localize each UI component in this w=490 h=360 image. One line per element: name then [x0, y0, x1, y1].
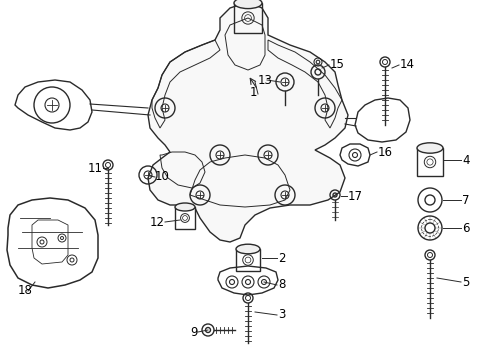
Text: 1: 1	[250, 86, 258, 99]
Bar	[417, 148, 443, 176]
Text: 15: 15	[330, 58, 345, 72]
Text: 5: 5	[462, 275, 469, 288]
Polygon shape	[148, 2, 348, 242]
Text: 11: 11	[88, 162, 103, 175]
Bar	[234, 3, 262, 33]
Text: 6: 6	[462, 221, 469, 234]
Text: 18: 18	[18, 284, 33, 297]
Text: 10: 10	[155, 170, 170, 183]
Text: 2: 2	[278, 252, 286, 265]
Ellipse shape	[417, 143, 443, 153]
Text: 9: 9	[190, 325, 197, 338]
Text: 14: 14	[400, 58, 415, 72]
Bar	[175, 207, 195, 229]
Text: 13: 13	[258, 73, 273, 86]
Bar	[236, 249, 260, 271]
Ellipse shape	[236, 244, 260, 254]
Text: 3: 3	[278, 309, 285, 321]
Text: 7: 7	[462, 194, 469, 207]
Text: 8: 8	[278, 279, 285, 292]
Ellipse shape	[234, 0, 262, 9]
Text: 17: 17	[348, 189, 363, 202]
Ellipse shape	[175, 203, 195, 211]
Text: 4: 4	[462, 153, 469, 166]
Text: 16: 16	[378, 145, 393, 158]
Text: 12: 12	[150, 216, 165, 229]
